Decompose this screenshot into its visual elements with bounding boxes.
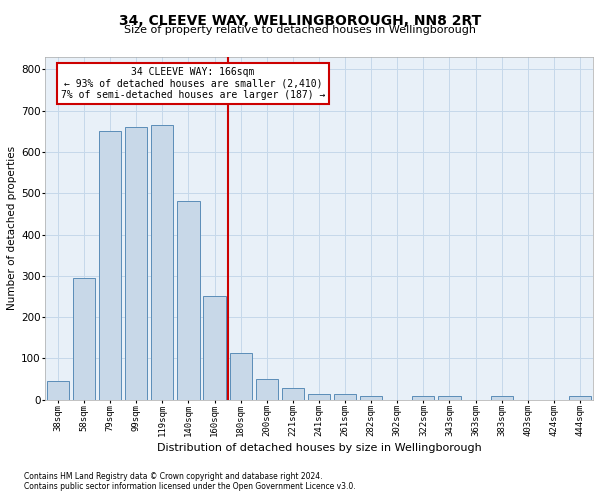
Bar xyxy=(308,394,330,400)
Bar xyxy=(256,379,278,400)
Bar xyxy=(73,278,95,400)
Text: Size of property relative to detached houses in Wellingborough: Size of property relative to detached ho… xyxy=(124,25,476,35)
X-axis label: Distribution of detached houses by size in Wellingborough: Distribution of detached houses by size … xyxy=(157,443,481,453)
Text: 34 CLEEVE WAY: 166sqm
← 93% of detached houses are smaller (2,410)
7% of semi-de: 34 CLEEVE WAY: 166sqm ← 93% of detached … xyxy=(61,67,325,100)
Bar xyxy=(151,125,173,400)
Bar xyxy=(125,127,148,400)
Bar xyxy=(491,396,513,400)
Bar xyxy=(569,396,591,400)
Bar xyxy=(360,396,382,400)
Bar xyxy=(334,394,356,400)
Bar xyxy=(230,353,252,400)
Bar xyxy=(412,396,434,400)
Bar xyxy=(439,396,461,400)
Text: 34, CLEEVE WAY, WELLINGBOROUGH, NN8 2RT: 34, CLEEVE WAY, WELLINGBOROUGH, NN8 2RT xyxy=(119,14,481,28)
Bar xyxy=(203,296,226,400)
Text: Contains public sector information licensed under the Open Government Licence v3: Contains public sector information licen… xyxy=(24,482,356,491)
Bar xyxy=(47,381,69,400)
Bar xyxy=(178,202,200,400)
Bar xyxy=(99,132,121,400)
Bar xyxy=(282,388,304,400)
Text: Contains HM Land Registry data © Crown copyright and database right 2024.: Contains HM Land Registry data © Crown c… xyxy=(24,472,323,481)
Y-axis label: Number of detached properties: Number of detached properties xyxy=(7,146,17,310)
